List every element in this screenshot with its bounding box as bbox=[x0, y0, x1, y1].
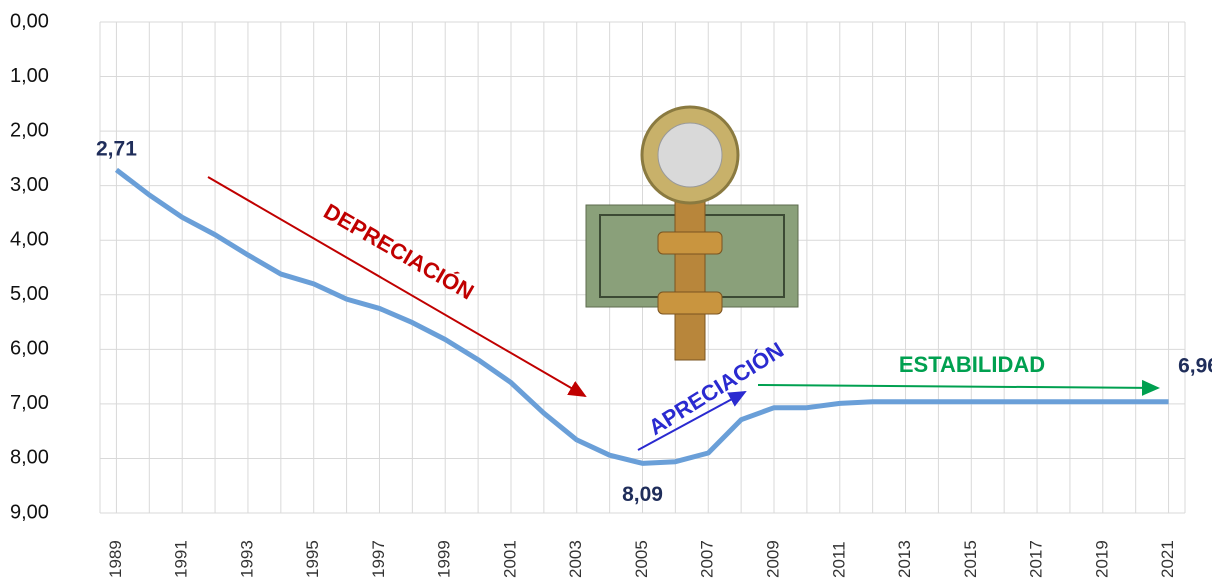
x-tick-label: 2003 bbox=[566, 540, 585, 578]
x-tick-label: 1997 bbox=[369, 540, 388, 578]
x-tick-label: 2021 bbox=[1158, 540, 1177, 578]
arrow bbox=[207, 176, 587, 398]
y-tick-label: 3,00 bbox=[10, 174, 49, 196]
arrow bbox=[757, 379, 1160, 396]
x-tick-label: 2019 bbox=[1092, 540, 1111, 578]
arrow bbox=[637, 391, 747, 451]
x-tick-label: 1999 bbox=[435, 540, 454, 578]
nut bbox=[657, 291, 723, 315]
x-tick-label: 2015 bbox=[961, 540, 980, 578]
x-tick-label: 2013 bbox=[895, 540, 914, 578]
x-tick-label: 1995 bbox=[303, 540, 322, 578]
grid bbox=[99, 21, 1186, 514]
y-tick-label: 5,00 bbox=[10, 283, 49, 305]
x-tick-label: 2005 bbox=[632, 540, 651, 578]
y-tick-label: 4,00 bbox=[10, 229, 49, 251]
x-tick-label: 1991 bbox=[172, 540, 191, 578]
x-tick-label: 1993 bbox=[237, 540, 256, 578]
value-label: 6,96 bbox=[1178, 354, 1212, 377]
y-tick-label: 8,00 bbox=[10, 447, 49, 469]
y-tick-label: 2,00 bbox=[10, 119, 49, 141]
illustration bbox=[585, 105, 799, 361]
coin-center bbox=[657, 122, 723, 188]
value-label: 8,09 bbox=[622, 483, 663, 506]
y-tick-label: 9,00 bbox=[10, 501, 49, 523]
screw bbox=[674, 189, 706, 361]
x-tick-label: 2007 bbox=[698, 540, 717, 578]
annotation: ESTABILIDAD bbox=[899, 352, 1045, 377]
x-tick-label: 2009 bbox=[763, 540, 782, 578]
nut bbox=[657, 231, 723, 255]
series-line bbox=[114, 167, 1169, 466]
y-tick-label: 6,00 bbox=[10, 338, 49, 360]
arrows bbox=[207, 176, 1160, 451]
y-tick-label: 7,00 bbox=[10, 392, 49, 414]
y-tick-label: 0,00 bbox=[10, 10, 49, 32]
x-tick-label: 2011 bbox=[829, 541, 848, 578]
x-tick-label: 2001 bbox=[500, 540, 519, 578]
y-tick-label: 1,00 bbox=[10, 65, 49, 87]
x-tick-label: 1989 bbox=[106, 540, 125, 578]
x-tick-label: 2017 bbox=[1027, 540, 1046, 578]
value-label: 2,71 bbox=[96, 137, 137, 160]
annotation: APRECIACIÓN bbox=[644, 337, 788, 440]
